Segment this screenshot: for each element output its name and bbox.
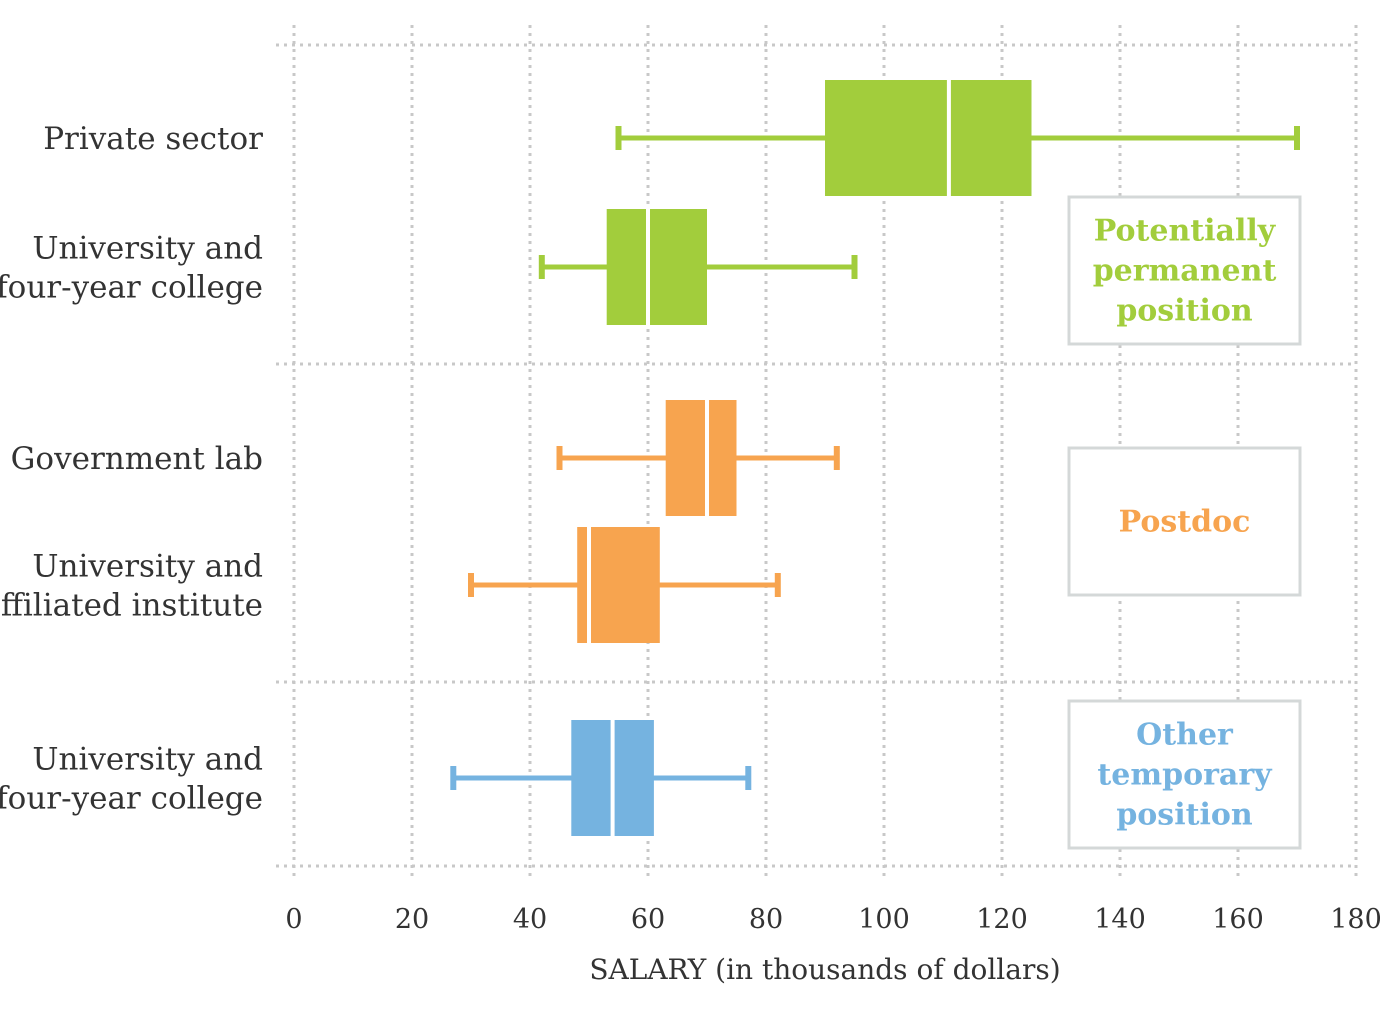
legend-0-line-0: Potentially xyxy=(1094,214,1277,249)
box-0-0-iqr-box xyxy=(825,80,1032,196)
legend-0-line-1: permanent xyxy=(1093,254,1277,289)
box-layer xyxy=(450,80,1300,836)
legend-layer: Potentially permanent position Postdoc Other… xyxy=(1067,195,1302,850)
box-1-0-label-line-0: Government lab xyxy=(11,441,263,477)
box-0-0-label-line-0: Private sector xyxy=(43,121,263,157)
legend-2-line-0: Other xyxy=(1136,718,1234,753)
legend-2-line-1: temporary xyxy=(1097,758,1273,793)
legend-box-2 xyxy=(1067,699,1302,850)
x-tick-label-180: 180 xyxy=(1330,904,1382,935)
box-0-1-iqr-box xyxy=(606,209,707,325)
x-tick-label-40: 40 xyxy=(513,904,547,935)
box-2-0-label-line-0: University and xyxy=(32,742,263,778)
x-tick-label-60: 60 xyxy=(631,904,665,935)
legend-box-1 xyxy=(1067,446,1302,597)
x-tick-label-80: 80 xyxy=(749,904,783,935)
legend-2-line-2: position xyxy=(1116,798,1253,833)
legend-1-line-0: Postdoc xyxy=(1119,505,1251,540)
x-tick-label-120: 120 xyxy=(976,904,1028,935)
label-layer: 0 20 40 60 80 100 120 140 160 180 Private sector Un… xyxy=(0,121,1382,935)
legend-box-0 xyxy=(1067,195,1302,346)
legend-0-line-2: position xyxy=(1116,294,1253,329)
x-tick-label-140: 140 xyxy=(1094,904,1146,935)
box-1-1-label-line-1: affiliated institute xyxy=(0,588,263,624)
x-tick-label-20: 20 xyxy=(395,904,429,935)
box-2-0-label-line-1: four-year college xyxy=(0,781,263,817)
box-1-1-label-line-0: University and xyxy=(32,549,263,585)
box-0-1-label-line-0: University and xyxy=(32,231,263,267)
box-0-1-label-line-1: four-year college xyxy=(0,270,263,306)
x-tick-label-0: 0 xyxy=(285,904,302,935)
box-1-0-iqr-box xyxy=(665,400,737,516)
x-tick-label-100: 100 xyxy=(858,904,910,935)
x-tick-label-160: 160 xyxy=(1212,904,1264,935)
x-axis-title: SALARY (in thousands of dollars) xyxy=(589,953,1060,986)
